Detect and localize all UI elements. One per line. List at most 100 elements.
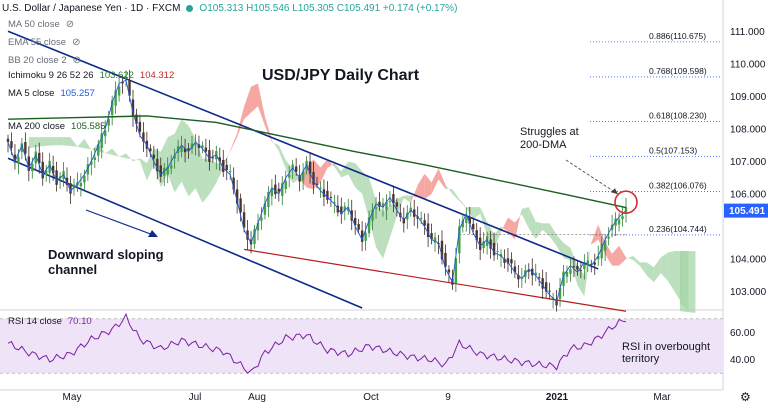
indicator-value: 105.585 — [71, 121, 106, 132]
candle-body — [593, 262, 596, 265]
candle-body — [579, 270, 583, 272]
candle-body — [364, 232, 367, 241]
indicator-label: BB 20 close 2 — [8, 55, 67, 66]
rsi-line — [7, 312, 627, 374]
cloud-segment — [646, 262, 654, 283]
settings-gear-icon[interactable]: ⚙ — [740, 390, 751, 404]
y-tick-label: 107.000 — [730, 157, 767, 168]
candle-body — [128, 79, 131, 96]
candle-body — [246, 230, 249, 240]
support-line — [243, 248, 627, 312]
cloud-segment — [521, 207, 529, 229]
candle-body — [538, 277, 541, 279]
candle-body — [541, 278, 544, 289]
visibility-off-icon[interactable]: ⊘ — [65, 19, 75, 30]
candle-body — [24, 142, 27, 154]
x-tick-label: May — [63, 392, 82, 403]
candle-body — [208, 150, 211, 162]
candle-body — [381, 203, 385, 208]
candle-body — [485, 236, 489, 246]
candle-body — [465, 217, 468, 223]
visibility-off-icon[interactable]: ⊘ — [72, 37, 81, 48]
indicator-label: Ichimoku 9 26 52 26 — [8, 70, 94, 81]
candle-body — [281, 183, 284, 196]
indicator-ema55[interactable]: EMA 55 close ⊘ — [8, 37, 80, 48]
cloud-segment — [77, 138, 85, 149]
pointer-arrow-head — [611, 188, 618, 195]
cloud-segment — [160, 137, 168, 188]
candle-body — [347, 207, 350, 211]
candle-body — [322, 189, 326, 197]
candle-body — [100, 133, 103, 149]
candle-body — [31, 163, 34, 172]
rsi-annotation: territory — [622, 353, 660, 365]
visibility-off-icon[interactable]: ⊘ — [72, 55, 82, 66]
candle-body — [430, 232, 433, 240]
cloud-segment — [410, 184, 418, 203]
cloud-segment — [424, 173, 432, 199]
channel-annotation: Downward sloping — [48, 247, 164, 262]
ma5-line — [7, 79, 627, 303]
downtrend-arrow-line — [85, 209, 157, 237]
candle-body — [624, 207, 628, 213]
cloud-segment — [632, 255, 640, 266]
candle-body — [340, 206, 343, 215]
candle-body — [86, 164, 90, 175]
y-tick-label: 104.000 — [730, 255, 767, 266]
candle-body — [555, 299, 558, 306]
candle-body — [583, 264, 586, 270]
candle-body — [510, 259, 513, 264]
cloud-segment — [494, 226, 502, 250]
candle-body — [326, 190, 329, 200]
ichimoku-cloud — [28, 83, 696, 313]
x-tick-label: 9 — [445, 392, 451, 403]
candle-body — [392, 194, 395, 204]
rsi-band — [0, 318, 723, 374]
cloud-segment — [35, 137, 43, 148]
candle-body — [499, 254, 503, 257]
candle-body — [492, 242, 496, 256]
cloud-segment — [417, 173, 425, 199]
rsi-label: RSI 14 close — [8, 316, 62, 327]
rsi-tick-label: 60.00 — [730, 328, 755, 339]
candle-body — [489, 239, 492, 249]
cloud-segment — [105, 148, 113, 155]
indicator-ma50[interactable]: MA 50 close ⊘ — [8, 19, 74, 30]
candle-body — [138, 121, 142, 132]
candle-body — [621, 216, 624, 220]
cloud-segment — [626, 255, 633, 260]
cloud-segment — [334, 163, 342, 178]
cloud-segment — [278, 145, 286, 169]
x-tick-label: Aug — [248, 392, 266, 403]
cloud-segment — [292, 169, 300, 184]
cloud-segment — [403, 195, 411, 203]
candle-body — [461, 220, 465, 228]
candle-body — [197, 144, 201, 148]
indicator-bb20[interactable]: BB 20 close 2 ⊘ — [8, 55, 81, 66]
candle-body — [190, 143, 194, 149]
candle-body — [600, 243, 603, 259]
x-tick-label: Mar — [653, 392, 671, 403]
candle-body — [527, 270, 530, 272]
cloud-segment — [556, 234, 564, 259]
candle-body — [229, 170, 232, 172]
x-tick-label: Oct — [363, 392, 379, 403]
candle-body — [388, 201, 392, 203]
cloud-segment — [126, 153, 133, 162]
candle-body — [548, 290, 551, 292]
indicator-ichimoku[interactable]: Ichimoku 9 26 52 26 103.622 104.312 — [8, 70, 174, 81]
cloud-segment — [230, 133, 238, 152]
candle-body — [472, 223, 475, 230]
cloud-segment — [431, 168, 439, 195]
indicator-ma200[interactable]: MA 200 close 105.585 — [8, 121, 105, 132]
candle-body — [256, 222, 260, 231]
indicator-ma5[interactable]: MA 5 close 105.257 — [8, 88, 95, 99]
cloud-segment — [139, 158, 147, 181]
cloud-segment — [28, 137, 36, 149]
candle-body — [274, 184, 277, 195]
rsi-pane: 60.00 40.00 — [0, 312, 755, 374]
candle-body — [173, 155, 176, 159]
rsi-legend[interactable]: RSI 14 close 70.10 — [8, 316, 92, 327]
